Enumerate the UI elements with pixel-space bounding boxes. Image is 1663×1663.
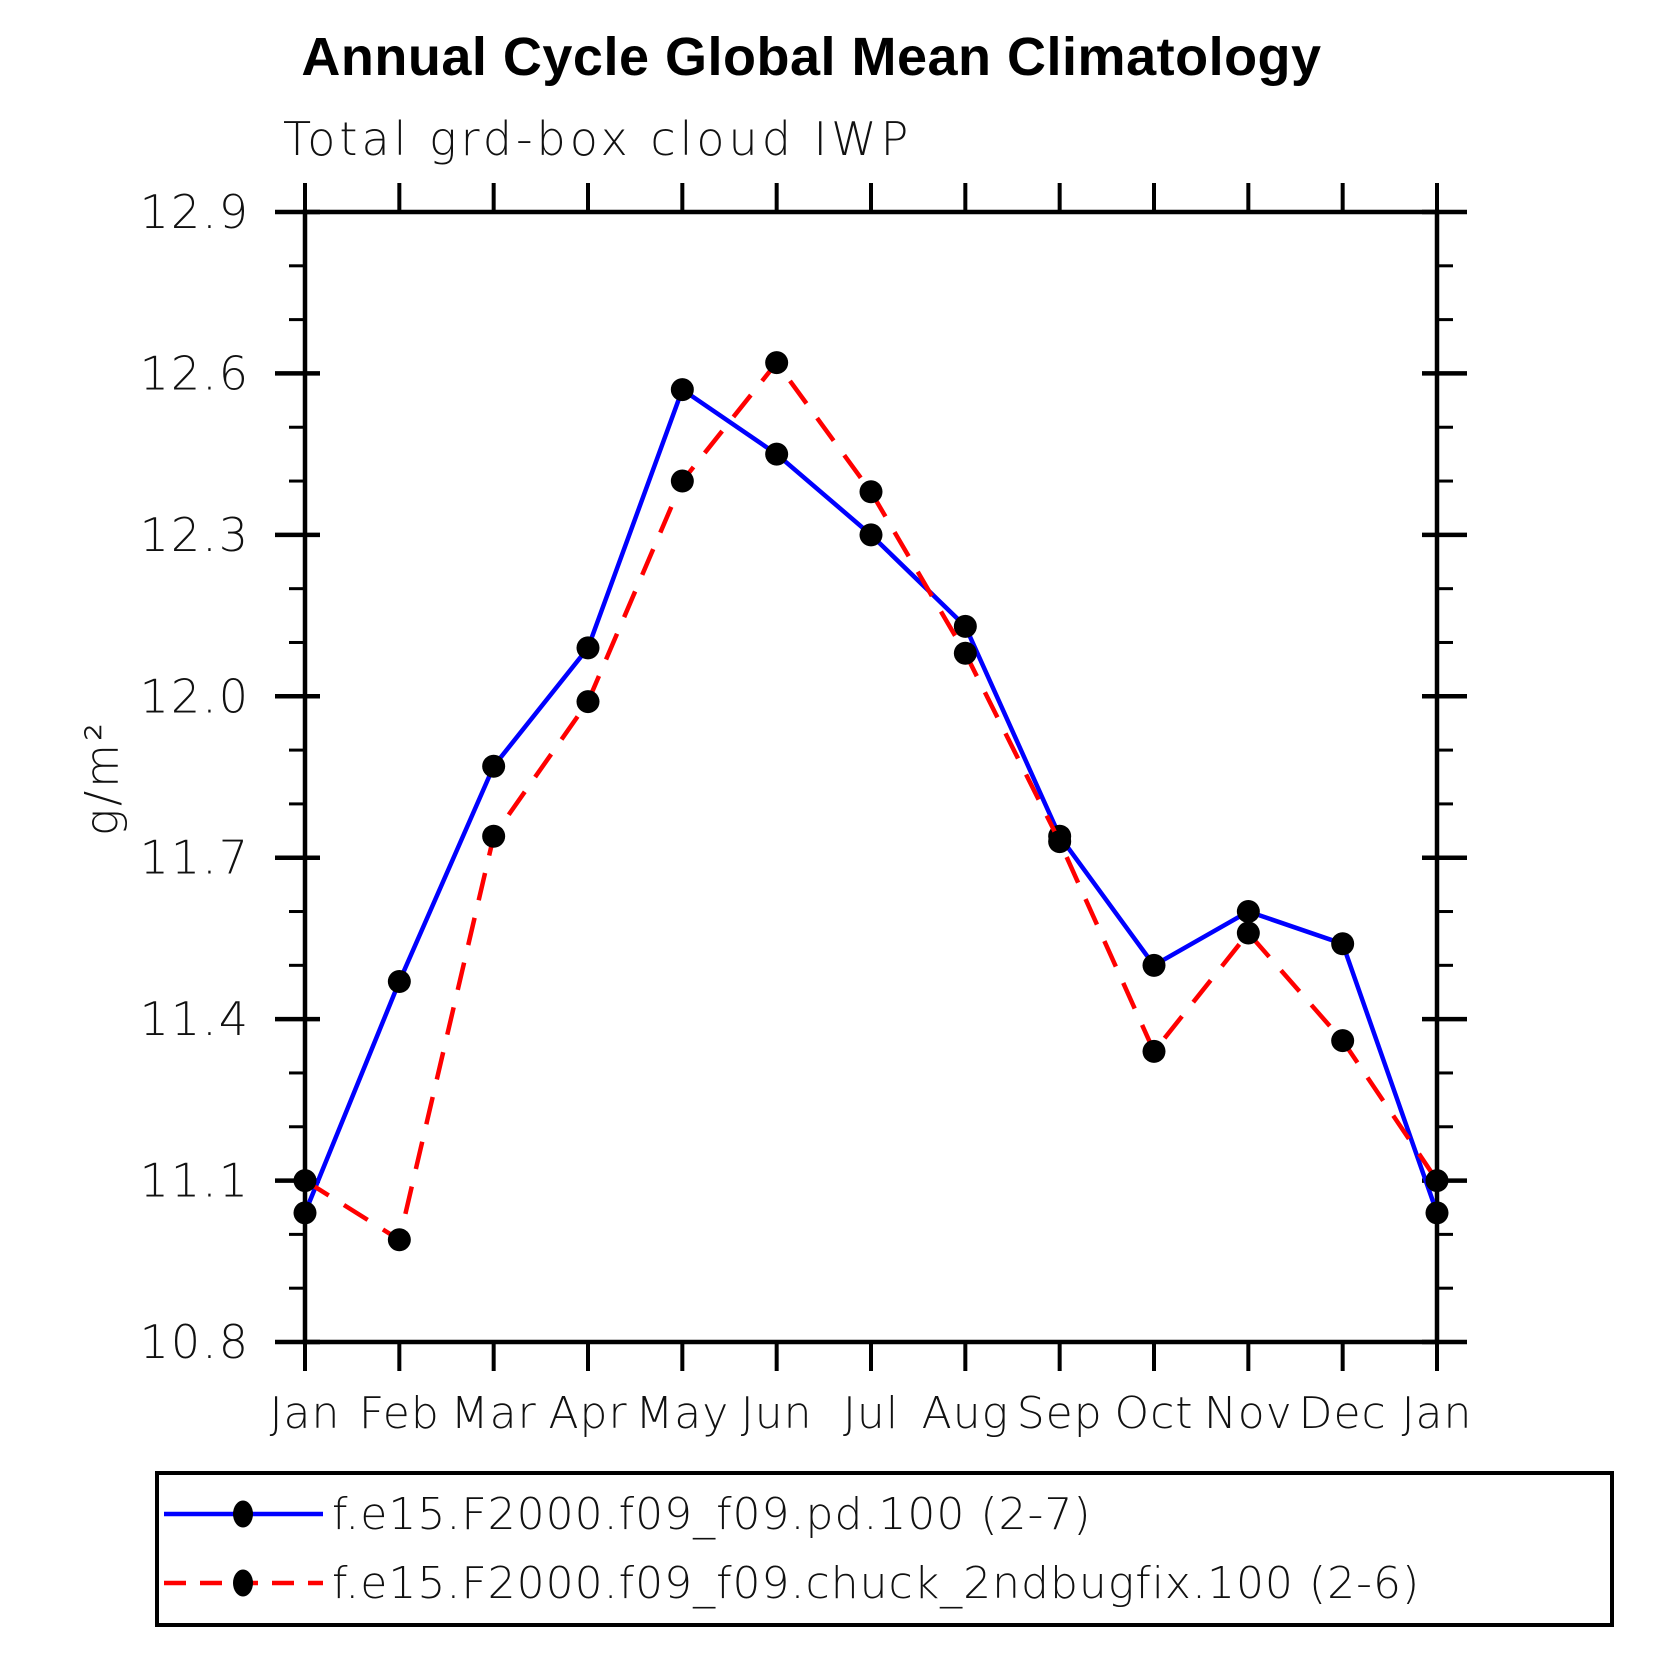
series-0-marker bbox=[953, 614, 977, 638]
chart-title: Annual Cycle Global Mean Climatology bbox=[301, 27, 1322, 87]
series-1-marker bbox=[1425, 1169, 1449, 1193]
series-1-marker bbox=[482, 824, 506, 848]
series-1-marker bbox=[576, 690, 600, 714]
legend-box bbox=[155, 1471, 1614, 1627]
y-tick-label: 12.3 bbox=[140, 508, 250, 562]
x-tick-label: Jun bbox=[741, 1388, 813, 1439]
plot-frame bbox=[302, 209, 1440, 1345]
legend-item-1-label: f.e15.F2000.f09_f09.chuck_2ndbugfix.100 … bbox=[332, 1558, 1420, 1609]
series-0-marker bbox=[765, 442, 789, 466]
legend-item-0-marker bbox=[233, 1500, 253, 1528]
x-tick-label: May bbox=[635, 1388, 729, 1439]
y-tick-label: 12.6 bbox=[140, 346, 250, 400]
series-0-marker bbox=[670, 378, 694, 402]
x-tick-label: Jul bbox=[843, 1388, 899, 1439]
y-tick-label: 12.9 bbox=[140, 185, 250, 239]
series-0-marker bbox=[1425, 1201, 1449, 1225]
series-1-marker bbox=[1236, 921, 1260, 945]
series-0-marker bbox=[576, 636, 600, 660]
x-tick-label: Jan bbox=[1402, 1388, 1473, 1439]
series-0-line bbox=[302, 386, 1440, 1214]
x-tick-label: Oct bbox=[1114, 1388, 1193, 1439]
y-tick-label: 10.8 bbox=[140, 1315, 250, 1369]
x-tick-label: Jan bbox=[270, 1388, 341, 1439]
series-1-marker bbox=[670, 469, 694, 493]
x-tick-label: Sep bbox=[1017, 1388, 1103, 1439]
series-1-marker bbox=[293, 1169, 317, 1193]
series-1-marker bbox=[1331, 1029, 1355, 1053]
x-tick-label: Nov bbox=[1204, 1388, 1293, 1439]
y-tick-label: 12.0 bbox=[140, 669, 250, 723]
series-0-marker bbox=[293, 1201, 317, 1225]
series-0-marker bbox=[859, 523, 883, 547]
series-1-marker bbox=[953, 641, 977, 665]
series-0-marker bbox=[1331, 932, 1355, 956]
x-tick-label: Aug bbox=[922, 1388, 1009, 1439]
series-0-marker bbox=[387, 969, 411, 993]
y-tick-label: 11.1 bbox=[140, 1154, 250, 1208]
x-tick-label: Dec bbox=[1299, 1388, 1387, 1439]
chart-subtitle: Total grd-box cloud IWP bbox=[283, 112, 913, 166]
y-tick-label: 11.7 bbox=[140, 831, 250, 885]
legend-item-1-marker bbox=[233, 1569, 253, 1597]
series-0-marker bbox=[1142, 953, 1166, 977]
x-tick-label: Mar bbox=[451, 1388, 537, 1439]
x-tick-label: Feb bbox=[359, 1388, 440, 1439]
series-1-marker bbox=[1142, 1039, 1166, 1063]
series-1-marker bbox=[859, 480, 883, 504]
x-tick-label: Apr bbox=[548, 1388, 627, 1439]
series-1-marker bbox=[387, 1228, 411, 1252]
y-tick-label: 11.4 bbox=[140, 992, 250, 1046]
series-1-marker bbox=[765, 351, 789, 375]
legend-item-0-label: f.e15.F2000.f09_f09.pd.100 (2-7) bbox=[332, 1489, 1092, 1540]
series-0-marker bbox=[1236, 900, 1260, 924]
series-1-marker bbox=[1048, 830, 1072, 854]
series-0-marker bbox=[482, 754, 506, 778]
